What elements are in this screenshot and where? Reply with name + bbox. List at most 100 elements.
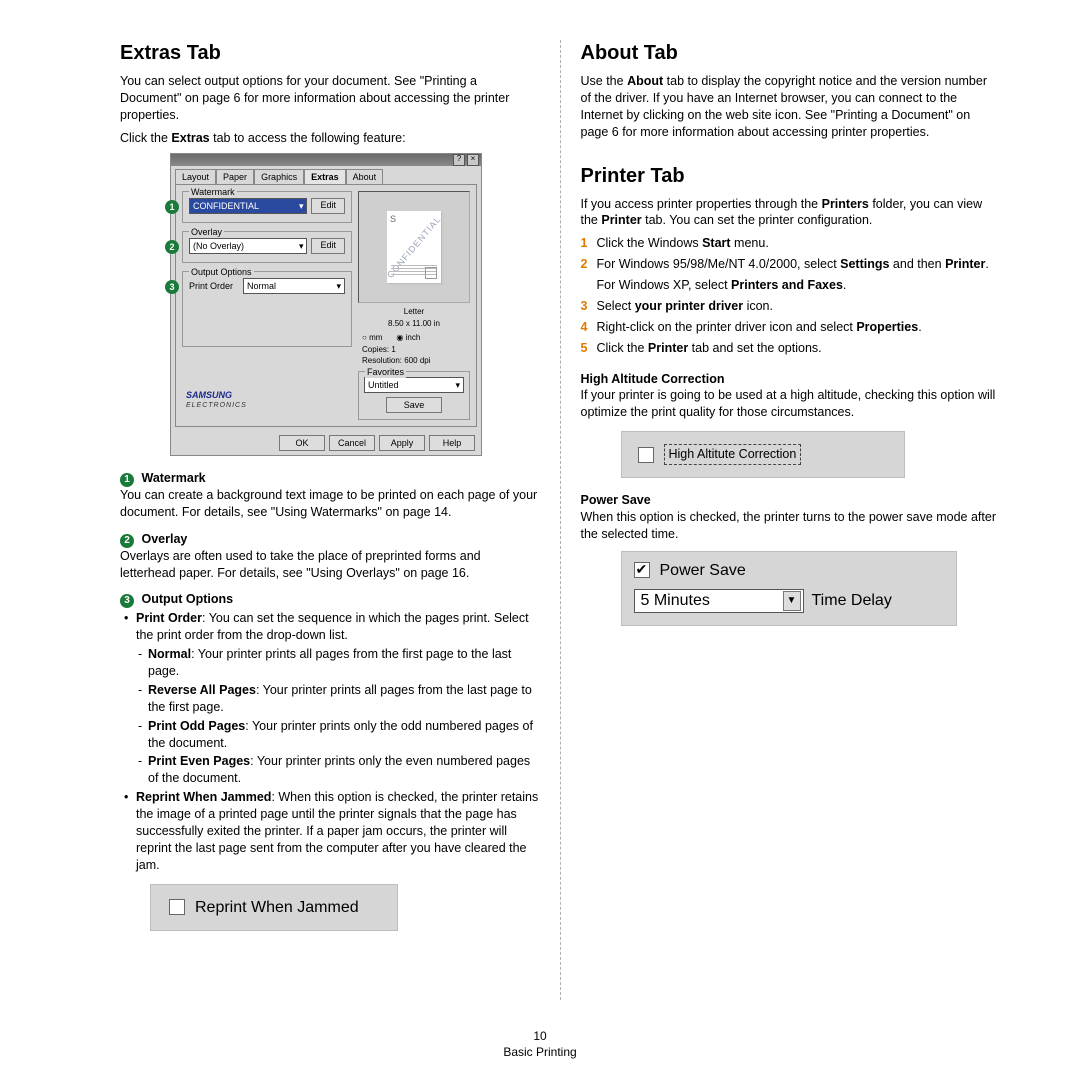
brand: SAMSUNG ELECTRONICS — [182, 389, 352, 411]
step-4: 4Right-click on the printer driver icon … — [581, 319, 1001, 336]
b: Printer — [945, 257, 985, 271]
badge-3: 3 — [120, 594, 134, 608]
overlay-edit-button[interactable]: Edit — [311, 238, 345, 254]
b: Normal — [148, 647, 191, 661]
about-body: Use the About tab to display the copyrig… — [581, 73, 1001, 141]
group-overlay: 2 Overlay (No Overlay)▾ Edit — [182, 231, 352, 263]
steps: 1Click the Windows Start menu. 2For Wind… — [581, 235, 1001, 356]
t: For Windows XP, select — [597, 278, 732, 292]
watermark-edit-button[interactable]: Edit — [311, 198, 345, 214]
dialog: ? × Layout Paper Graphics Extras About 1… — [170, 153, 482, 456]
t: If you access printer properties through… — [581, 197, 822, 211]
column-divider — [560, 40, 561, 1000]
tab-about[interactable]: About — [346, 169, 384, 184]
ps-checkbox[interactable] — [634, 562, 650, 578]
titlebar: ? × — [171, 154, 481, 166]
t: menu. — [731, 236, 769, 250]
ps-select[interactable]: 5 Minutes ▼ — [634, 589, 804, 613]
printer-intro: If you access printer properties through… — [581, 196, 1001, 230]
b: Printers and Faxes — [731, 278, 843, 292]
hac-box: High Altitute Correction — [621, 431, 905, 478]
ps-section: Power Save When this option is checked, … — [581, 492, 1001, 543]
dialog-body: 1 Watermark CONFIDENTIAL▾ Edit 2 Overlay — [175, 184, 477, 427]
reprint-jammed-box: Reprint When Jammed — [150, 884, 398, 932]
hac-checkbox[interactable] — [638, 447, 654, 463]
overlay-select[interactable]: (No Overlay)▾ — [189, 238, 307, 254]
page-footer: 10 Basic Printing — [0, 1028, 1080, 1060]
tab-graphics[interactable]: Graphics — [254, 169, 304, 184]
dialog-screenshot: ? × Layout Paper Graphics Extras About 1… — [170, 153, 540, 456]
tab-layout[interactable]: Layout — [175, 169, 216, 184]
b: Properties — [856, 320, 918, 334]
t: Click the — [597, 341, 648, 355]
dialog-left: 1 Watermark CONFIDENTIAL▾ Edit 2 Overlay — [182, 191, 352, 420]
reprint-label: Reprint When Jammed — [195, 897, 359, 919]
marker-2: 2 — [165, 240, 179, 254]
b: Print Even Pages — [148, 754, 250, 768]
step-2xp: For Windows XP, select Printers and Faxe… — [597, 277, 1001, 294]
marker-1: 1 — [165, 200, 179, 214]
ps-row1: Power Save — [634, 560, 944, 582]
t: tab. You can set the printer configurati… — [642, 213, 873, 227]
watermark-row: CONFIDENTIAL▾ Edit — [189, 198, 345, 214]
t: tab and set the options. — [688, 341, 821, 355]
sub-list: Normal: Your printer prints all pages fr… — [148, 646, 540, 787]
list-item: Print Order: You can set the sequence in… — [136, 610, 540, 787]
list-item: Print Odd Pages: Your printer prints onl… — [148, 718, 540, 752]
marker-3: 3 — [165, 280, 179, 294]
save-button[interactable]: Save — [386, 397, 442, 413]
group-watermark: 1 Watermark CONFIDENTIAL▾ Edit — [182, 191, 352, 223]
list-item: Reverse All Pages: Your printer prints a… — [148, 682, 540, 716]
about-heading: About Tab — [581, 40, 1001, 67]
b: Printer — [601, 213, 641, 227]
txt-bold: Extras — [171, 131, 209, 145]
group-label: Overlay — [189, 226, 224, 238]
radio-inch[interactable]: ◉ inch — [396, 333, 420, 344]
brand-name: SAMSUNG — [186, 390, 232, 400]
b: Start — [702, 236, 730, 250]
t: icon. — [743, 299, 773, 313]
t: . — [843, 278, 846, 292]
step-2: 2For Windows 95/98/Me/NT 4.0/2000, selec… — [581, 256, 1001, 294]
hac-title: High Altitude Correction — [581, 372, 725, 386]
radio-mm[interactable]: ○ mm — [362, 333, 382, 344]
b: Print Odd Pages — [148, 719, 245, 733]
step-3: 3Select your printer driver icon. — [581, 298, 1001, 315]
ps-label: Power Save — [660, 560, 746, 582]
help-icon[interactable]: ? — [453, 154, 465, 166]
help-button[interactable]: Help — [429, 435, 475, 451]
close-icon[interactable]: × — [467, 154, 479, 166]
ok-button[interactable]: OK — [279, 435, 325, 451]
t: Right-click on the printer driver icon a… — [597, 320, 857, 334]
watermark-select[interactable]: CONFIDENTIAL▾ — [189, 198, 307, 214]
ov-title: Overlay — [141, 532, 187, 546]
tab-paper[interactable]: Paper — [216, 169, 254, 184]
fav-select[interactable]: Untitled▾ — [364, 377, 464, 393]
step-1: 1Click the Windows Start menu. — [581, 235, 1001, 252]
wm-title: Watermark — [141, 471, 205, 485]
paper-size: 8.50 x 11.00 in — [358, 319, 470, 330]
oo-title: Output Options — [141, 592, 233, 606]
copies: Copies: 1 — [358, 345, 470, 356]
fav-label: Favorites — [365, 366, 406, 378]
txt: Click the — [120, 131, 171, 145]
page-container: Extras Tab You can select output options… — [0, 0, 1080, 1030]
val: (No Overlay) — [193, 239, 244, 253]
output-section: 3 Output Options Print Order: You can se… — [120, 591, 540, 873]
preview: CONFIDENTIAL — [358, 191, 470, 303]
reprint-checkbox[interactable] — [169, 899, 185, 915]
tab-extras[interactable]: Extras — [304, 169, 346, 184]
po-select[interactable]: Normal▾ — [243, 278, 345, 294]
dialog-right: CONFIDENTIAL Letter 8.50 x 11.00 in ○ mm… — [358, 191, 470, 420]
b: Printers — [822, 197, 869, 211]
ps-time-label: Time Delay — [812, 590, 892, 612]
val: CONFIDENTIAL — [193, 199, 259, 213]
t: . — [918, 320, 921, 334]
lbl: mm — [369, 333, 382, 342]
cancel-button[interactable]: Cancel — [329, 435, 375, 451]
printer-heading: Printer Tab — [581, 163, 1001, 190]
hac-label: High Altitute Correction — [664, 444, 802, 465]
apply-button[interactable]: Apply — [379, 435, 425, 451]
txt: tab to access the following feature: — [210, 131, 406, 145]
b: Reverse All Pages — [148, 683, 256, 697]
